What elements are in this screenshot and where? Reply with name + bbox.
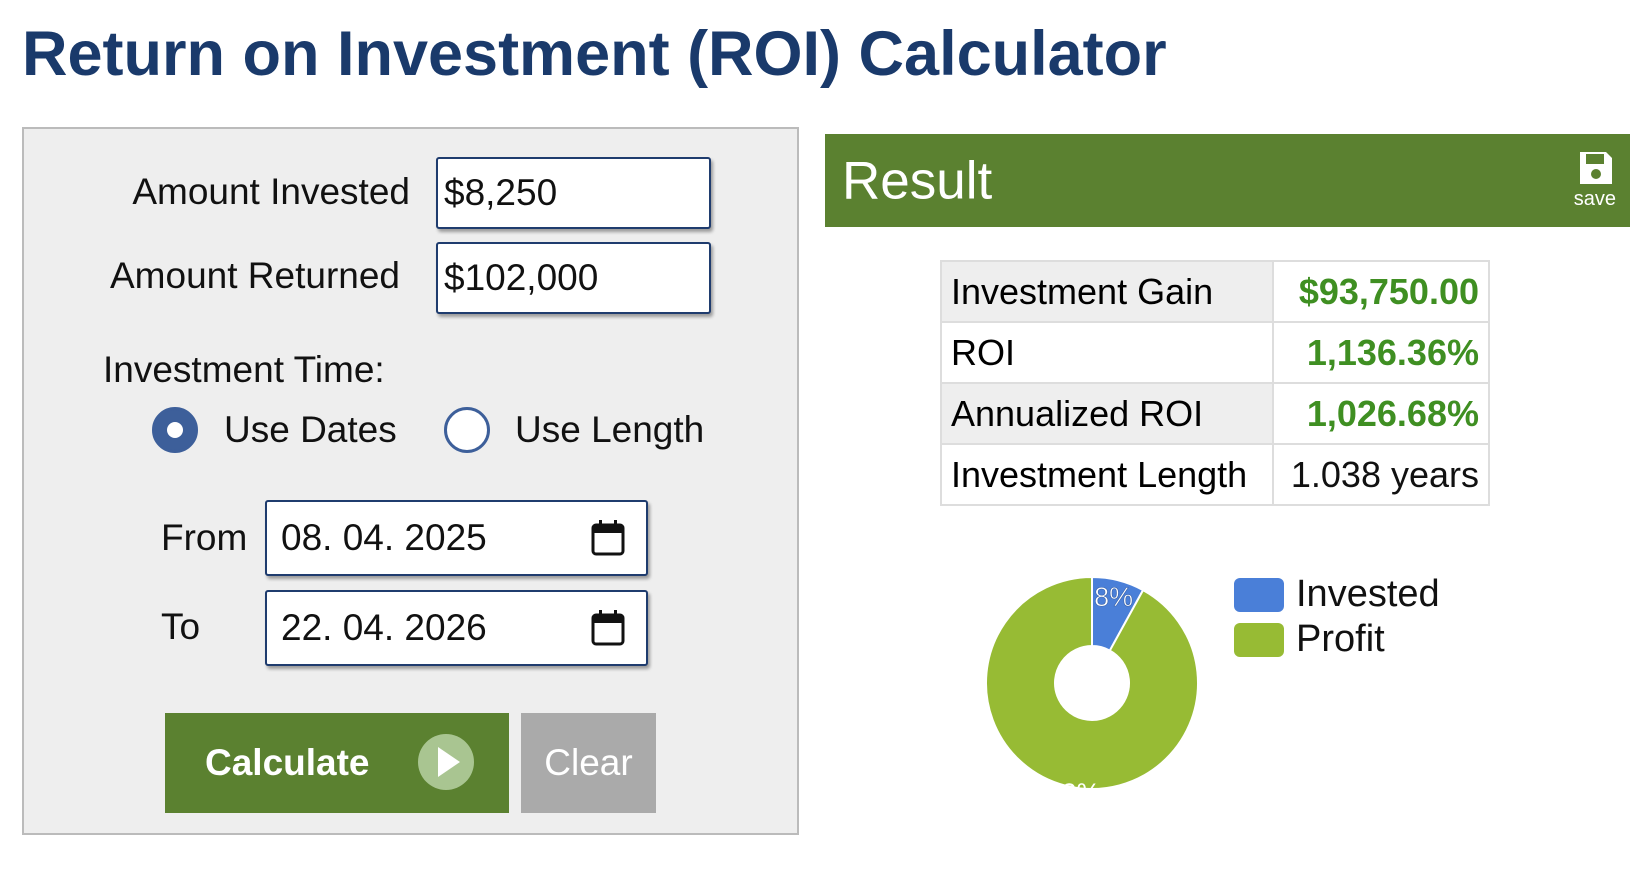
- table-row: ROI 1,136.36%: [940, 321, 1490, 384]
- text-input[interactable]: $102,000: [436, 242, 711, 314]
- legend-label: Invested: [1296, 573, 1440, 615]
- section-label: Investment Time:: [103, 349, 385, 390]
- result-title: Result: [842, 151, 993, 210]
- field-label: To: [161, 606, 201, 647]
- row-label: Investment Length: [940, 443, 1274, 506]
- save-label[interactable]: save: [1573, 188, 1616, 210]
- row-value: 1,136.36%: [1272, 321, 1490, 384]
- row-value: 1,026.68%: [1272, 382, 1490, 445]
- radio-label: Use Dates: [224, 409, 397, 450]
- radio-dot: [167, 422, 183, 438]
- calculate-button[interactable]: Calculate: [165, 713, 509, 813]
- date-input[interactable]: 22. 04. 2026: [265, 590, 648, 666]
- play-icon: [418, 734, 474, 790]
- calendar-icon[interactable]: [590, 519, 626, 557]
- slice-label: 8%: [1094, 582, 1133, 612]
- row-label: ROI: [940, 321, 1274, 384]
- field-label: Amount Returned: [110, 255, 401, 296]
- legend-swatch: [1234, 578, 1284, 612]
- table-row: Investment Gain $93,750.00: [940, 260, 1490, 323]
- button-label: Calculate: [205, 742, 370, 783]
- save-icon[interactable]: [1578, 150, 1614, 186]
- date-input[interactable]: 08. 04. 2025: [265, 500, 648, 576]
- result-table: Investment Gain $93,750.00 ROI 1,136.36% Ann…: [940, 260, 1490, 506]
- legend-swatch: [1234, 623, 1284, 657]
- radio-button[interactable]: [444, 407, 490, 453]
- table-row: Annualized ROI 1,026.68%: [940, 382, 1490, 445]
- result-header: Result save: [825, 134, 1630, 227]
- radio-label: Use Length: [515, 409, 705, 450]
- date-value: 08. 04. 2025: [281, 517, 487, 558]
- legend-label: Profit: [1296, 618, 1385, 660]
- row-value: $93,750.00: [1272, 260, 1490, 323]
- slice-label: 92%: [1047, 778, 1101, 808]
- page-title: Return on Investment (ROI) Calculator: [22, 19, 1167, 89]
- row-label: Investment Gain: [940, 260, 1274, 323]
- clear-button[interactable]: Clear: [521, 713, 656, 813]
- calendar-icon[interactable]: [590, 609, 626, 647]
- row-label: Annualized ROI: [940, 382, 1274, 445]
- date-value: 22. 04. 2026: [281, 607, 487, 648]
- table-row: Investment Length 1.038 years: [940, 443, 1490, 506]
- field-label: Amount Invested: [132, 171, 410, 212]
- field-label: From: [161, 517, 248, 558]
- text-input[interactable]: $8,250: [436, 157, 711, 229]
- row-value: 1.038 years: [1272, 443, 1490, 506]
- pie-slice: [985, 575, 1199, 790]
